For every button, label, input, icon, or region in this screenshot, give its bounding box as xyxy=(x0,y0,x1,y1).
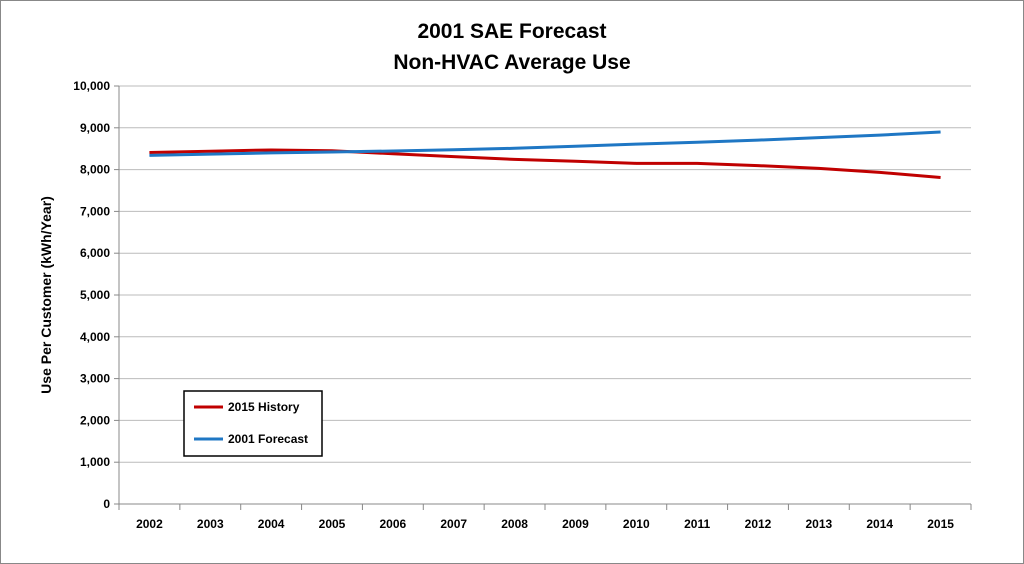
y-axis-label: Use Per Customer (kWh/Year) xyxy=(38,196,54,394)
x-tick-label: 2011 xyxy=(684,517,710,531)
series-line-forecast xyxy=(149,130,941,157)
chart-title-line-2: Non-HVAC Average Use xyxy=(393,51,630,74)
x-tick-label: 2013 xyxy=(806,517,833,531)
legend-label-history: 2015 History xyxy=(228,400,300,414)
x-tick-label: 2015 xyxy=(927,517,954,531)
y-tick-label: 5,000 xyxy=(80,288,110,302)
x-tick-label: 2009 xyxy=(562,517,589,531)
y-tick-label: 3,000 xyxy=(80,372,110,386)
x-tick-label: 2005 xyxy=(319,517,346,531)
x-tick-label: 2014 xyxy=(866,517,893,531)
chart-title-line-1: 2001 SAE Forecast xyxy=(417,20,606,43)
y-tick-label: 8,000 xyxy=(80,163,110,177)
y-tick-label: 1,000 xyxy=(80,455,110,469)
y-tick-label: 6,000 xyxy=(80,246,110,260)
x-tick-label: 2007 xyxy=(440,517,467,531)
x-tick-label: 2002 xyxy=(136,517,163,531)
x-tick-label: 2006 xyxy=(380,517,407,531)
legend-label-forecast: 2001 Forecast xyxy=(228,432,308,446)
y-tick-label: 4,000 xyxy=(80,330,110,344)
x-tick-label: 2010 xyxy=(623,517,650,531)
series-line-history xyxy=(149,148,941,180)
legend-box xyxy=(183,390,323,457)
x-tick-label: 2012 xyxy=(745,517,772,531)
y-tick-label: 7,000 xyxy=(80,204,110,218)
legend: 2015 History 2001 Forecast xyxy=(183,390,323,457)
x-tick-label: 2003 xyxy=(197,517,224,531)
y-tick-label: 2,000 xyxy=(80,413,110,427)
y-tick-label: 10,000 xyxy=(73,79,110,93)
x-tick-label: 2008 xyxy=(501,517,528,531)
y-tick-label: 9,000 xyxy=(80,121,110,135)
y-tick-label: 0 xyxy=(103,497,110,511)
x-tick-label: 2004 xyxy=(258,517,285,531)
